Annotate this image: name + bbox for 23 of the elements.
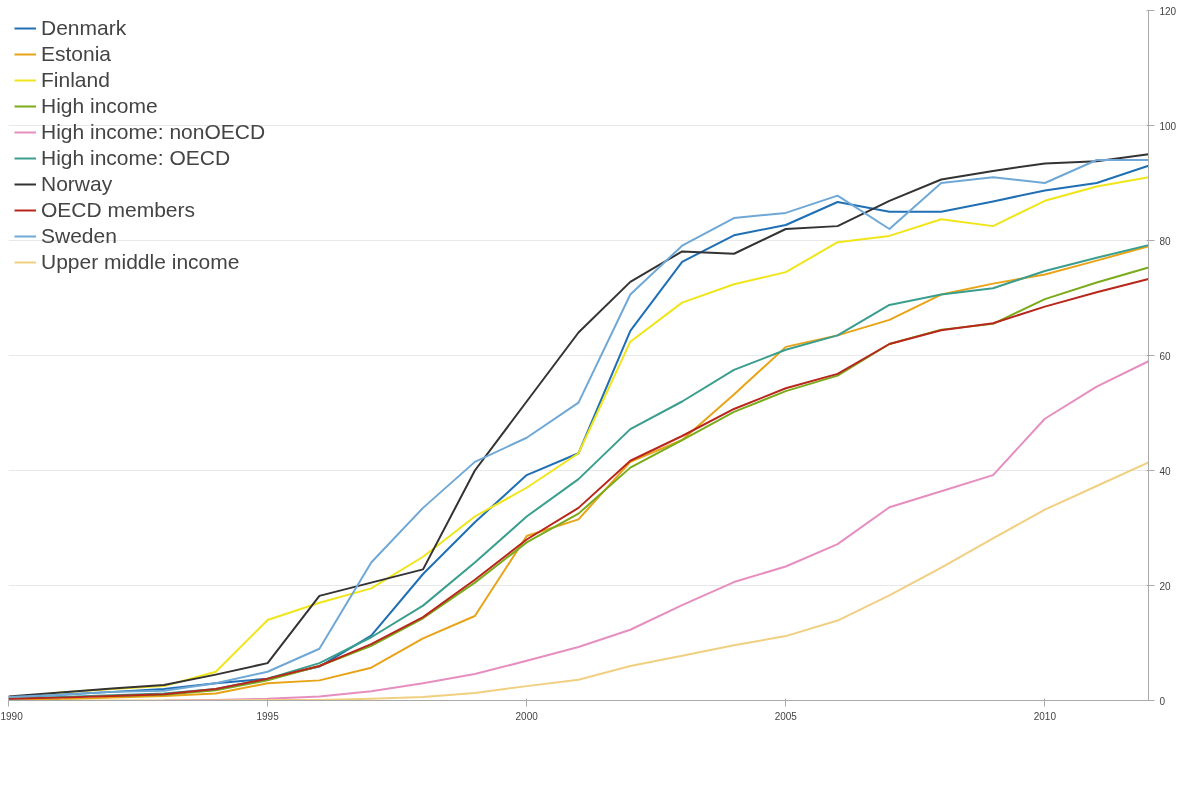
x-tick-label: 1995 [256,710,280,722]
y-tick-label: 40 [1159,465,1172,477]
legend-label: Denmark [41,16,127,40]
y-tick-label: 80 [1159,235,1172,247]
legend-label: Upper middle income [41,250,240,274]
legend-label: Norway [41,172,113,196]
legend-label: High income [41,94,158,118]
legend-label: High income: OECD [41,146,231,170]
x-tick-label: 2010 [1033,710,1057,722]
y-tick-label: 120 [1159,5,1177,17]
legend-label: Sweden [41,224,117,248]
y-tick-label: 60 [1159,350,1172,362]
x-tick-label: 2005 [774,710,798,722]
legend-label: Estonia [41,42,112,66]
legend-label: High income: nonOECD [41,120,266,144]
y-tick-label: 20 [1159,580,1172,592]
line-series [162,360,1149,701]
y-tick-label: 100 [1159,120,1177,132]
x-tick-label: 1990 [0,710,24,722]
x-tick-label: 2000 [515,710,539,722]
legend-label: OECD members [41,198,196,222]
y-tick-label: 0 [1159,695,1166,707]
legend-label: Finland [41,68,110,92]
